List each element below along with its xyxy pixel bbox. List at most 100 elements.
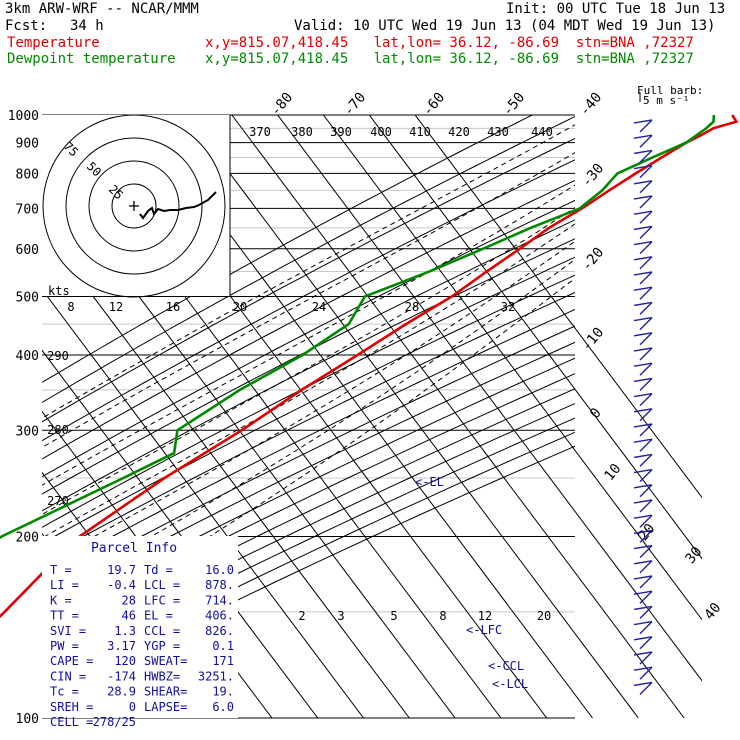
parcel-param-name: CCL = bbox=[144, 624, 180, 638]
moist-adiabat-line bbox=[93, 240, 575, 537]
mixing-ratio-label: 3 bbox=[337, 609, 344, 623]
hodograph-ring-25 bbox=[111, 183, 157, 229]
moist-adiabat-line bbox=[151, 258, 575, 537]
wind-barb-icon bbox=[633, 636, 653, 650]
wind-barb-icon bbox=[633, 392, 653, 407]
dry-adiabat-line bbox=[42, 388, 575, 647]
theta-label: 400 bbox=[370, 125, 392, 139]
hodograph-trace bbox=[139, 191, 217, 220]
wind-barb-icon bbox=[633, 134, 653, 148]
dry-adiabat-line bbox=[42, 238, 575, 512]
parcel-param-value: 826. bbox=[205, 624, 234, 638]
theta-label: 370 bbox=[249, 125, 271, 139]
dry-adiabat-line bbox=[42, 431, 575, 686]
isotherm-line bbox=[231, 115, 685, 718]
parcel-param-name: TT = bbox=[50, 609, 79, 623]
mixing-ratio-label: 5 bbox=[390, 609, 397, 623]
parcel-param-name: YGP = bbox=[144, 639, 180, 653]
wind-barb-icon bbox=[633, 438, 653, 452]
parcel-param-value: 120 bbox=[114, 654, 136, 668]
wind-barb-icon bbox=[633, 423, 653, 437]
parcel-param-value: 0 bbox=[129, 700, 136, 714]
parcel-param-value: 714. bbox=[205, 593, 234, 607]
parcel-param-name: EL = bbox=[144, 609, 173, 623]
parcel-param-value: 171 bbox=[212, 654, 234, 668]
wind-barb-icon bbox=[633, 256, 653, 270]
dry-adiabat-line bbox=[42, 357, 575, 619]
dry-adiabat-line bbox=[42, 373, 575, 633]
mixing-ratio-label: 8 bbox=[439, 609, 446, 623]
wind-barb-icon bbox=[633, 225, 653, 239]
temperature-legend: Temperature bbox=[7, 35, 100, 51]
wind-barb-icon bbox=[633, 164, 653, 179]
pressure-tick-label: 400 bbox=[16, 349, 39, 364]
wind-barb-icon bbox=[633, 605, 653, 619]
parcel-param-name: T = bbox=[50, 563, 72, 577]
parcel-param-value: 406. bbox=[205, 609, 234, 623]
dry-adiabat-line bbox=[42, 341, 575, 605]
wind-barb-header: Full barb: bbox=[637, 84, 703, 97]
parcel-info-background bbox=[42, 536, 238, 718]
wind-barb-icon bbox=[633, 651, 653, 665]
theta-label: 420 bbox=[448, 125, 470, 139]
wind-barb-icon bbox=[633, 316, 653, 331]
parcel-param-name: PW = bbox=[50, 639, 79, 653]
right-isotherm-label: 40 bbox=[701, 600, 724, 623]
dry-adiabat-line bbox=[42, 291, 575, 560]
hodograph-speed-label: 8 bbox=[67, 300, 74, 314]
pressure-tick-label: 900 bbox=[16, 137, 39, 152]
parcel-param-value: 6.0 bbox=[212, 700, 234, 714]
wind-barb-icon bbox=[633, 362, 653, 376]
hodograph-ring-50 bbox=[88, 160, 180, 252]
dry-adiabat-grid bbox=[42, 115, 575, 699]
parcel-param-name: LCL = bbox=[144, 578, 180, 592]
wind-barb-icon bbox=[633, 408, 653, 422]
right-isotherm-label: 10 bbox=[601, 461, 624, 484]
dry-adiabat-line bbox=[42, 219, 575, 495]
wind-barb-icon bbox=[633, 195, 653, 209]
parcel-param-value: 278/25 bbox=[93, 715, 136, 729]
wind-barb-icon bbox=[633, 453, 653, 467]
parcel-info-box: Parcel Info T = 19.7 Td = 16.0 LI = -0.4 LCL = 8… bbox=[42, 536, 238, 729]
moist-adiabat-line bbox=[42, 152, 575, 449]
moist-adiabat-line bbox=[42, 124, 575, 419]
dewpoint-legend: Dewpoint temperature bbox=[7, 51, 176, 67]
right-isotherm-label: -20 bbox=[579, 245, 608, 275]
hodograph-speed-label: 20 bbox=[233, 300, 247, 314]
parcel-param-value: 28 bbox=[122, 593, 136, 607]
pressure-tick-label: 500 bbox=[16, 291, 39, 306]
wind-barb-icon bbox=[633, 468, 653, 483]
parcel-param-name: K = bbox=[50, 593, 72, 607]
dewpoint-line bbox=[0, 114, 716, 540]
theta-side-label: 290 bbox=[47, 349, 69, 363]
parcel-param-value: 1.3 bbox=[114, 624, 136, 638]
wind-barb-icon bbox=[633, 575, 653, 589]
wind-barb-unit: 5 m s⁻¹ bbox=[643, 94, 689, 107]
parcel-param-value: 3.17 bbox=[107, 639, 136, 653]
parcel-level-label: <-CCL bbox=[488, 659, 524, 673]
right-isotherm-label: -10 bbox=[579, 325, 608, 355]
parcel-param-value: -0.4 bbox=[107, 578, 136, 592]
wind-barb-icon bbox=[633, 119, 653, 133]
parcel-param-value: 28.9 bbox=[107, 685, 136, 699]
wind-barb-icon bbox=[633, 514, 653, 528]
dry-adiabat-line bbox=[42, 308, 575, 575]
mixing-ratio-label: 2 bbox=[298, 609, 305, 623]
moist-adiabat-line bbox=[42, 206, 575, 516]
dry-adiabat-line bbox=[42, 115, 534, 383]
wind-barb-icon bbox=[633, 377, 653, 391]
init-time: Init: 00 UTC Tue 18 Jun 13 bbox=[506, 1, 726, 17]
valid-time: Valid: 10 UTC Wed 19 Jun 13 (04 MDT Wed … bbox=[294, 18, 716, 34]
theta-label: 430 bbox=[487, 125, 509, 139]
isotherm-line bbox=[323, 115, 702, 621]
dry-adiabat-line bbox=[42, 137, 575, 423]
wind-barb-icon bbox=[633, 620, 653, 635]
pressure-tick-label: 800 bbox=[16, 167, 39, 182]
top-isotherm-label: -40 bbox=[577, 90, 606, 120]
wind-barb-icon bbox=[633, 499, 653, 513]
right-isotherm-label: 0 bbox=[587, 405, 605, 422]
parcel-param-name: CIN = bbox=[50, 669, 86, 683]
dewpoint-location: x,y=815.07,418.45 lat,lon= 36.12, -86.69… bbox=[205, 51, 694, 67]
